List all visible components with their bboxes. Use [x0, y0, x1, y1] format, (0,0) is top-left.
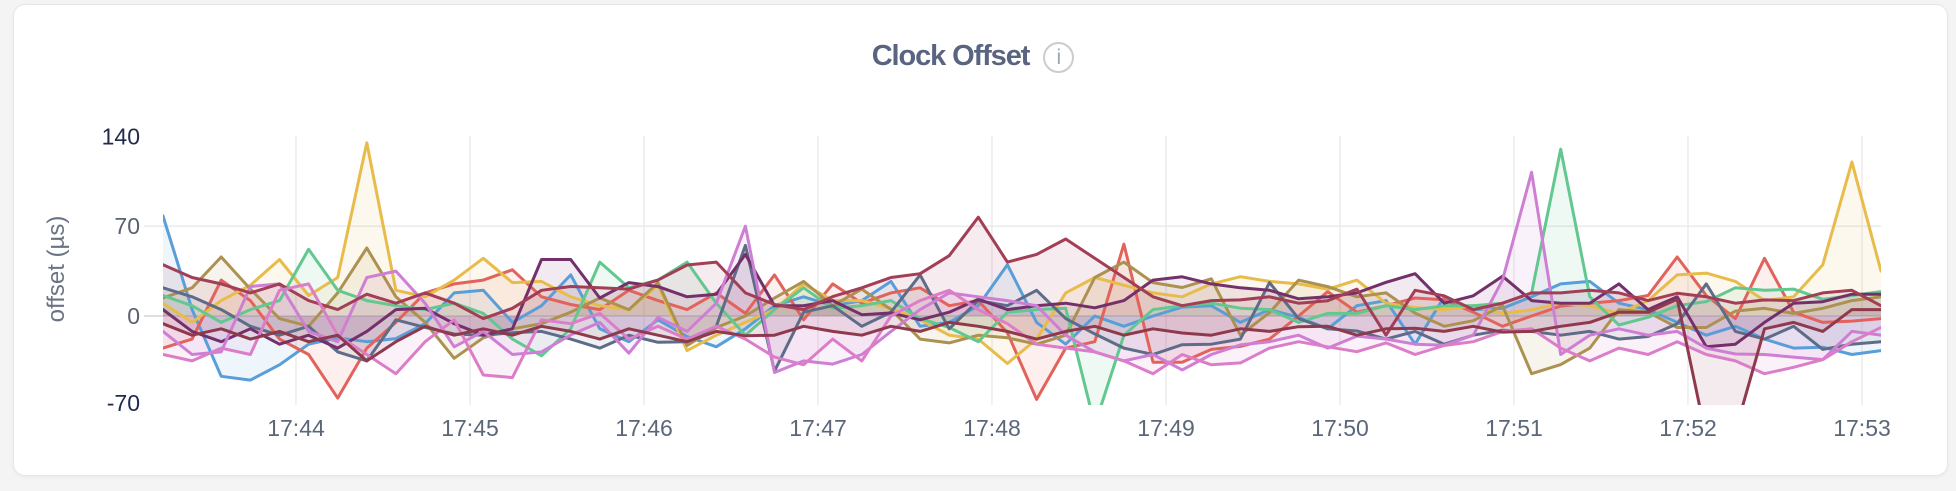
svg-text:-70: -70: [107, 390, 140, 416]
svg-text:17:49: 17:49: [1137, 415, 1195, 441]
svg-text:17:46: 17:46: [615, 415, 673, 441]
svg-text:offset (µs): offset (µs): [43, 216, 70, 323]
svg-text:140: 140: [102, 123, 140, 149]
svg-text:0: 0: [127, 303, 140, 329]
svg-text:17:51: 17:51: [1485, 415, 1543, 441]
svg-text:17:53: 17:53: [1833, 415, 1891, 441]
svg-text:17:44: 17:44: [267, 415, 325, 441]
svg-text:17:47: 17:47: [789, 415, 847, 441]
svg-text:17:45: 17:45: [441, 415, 499, 441]
svg-text:17:50: 17:50: [1311, 415, 1369, 441]
svg-text:70: 70: [114, 213, 140, 239]
svg-text:17:48: 17:48: [963, 415, 1021, 441]
svg-text:17:52: 17:52: [1659, 415, 1717, 441]
